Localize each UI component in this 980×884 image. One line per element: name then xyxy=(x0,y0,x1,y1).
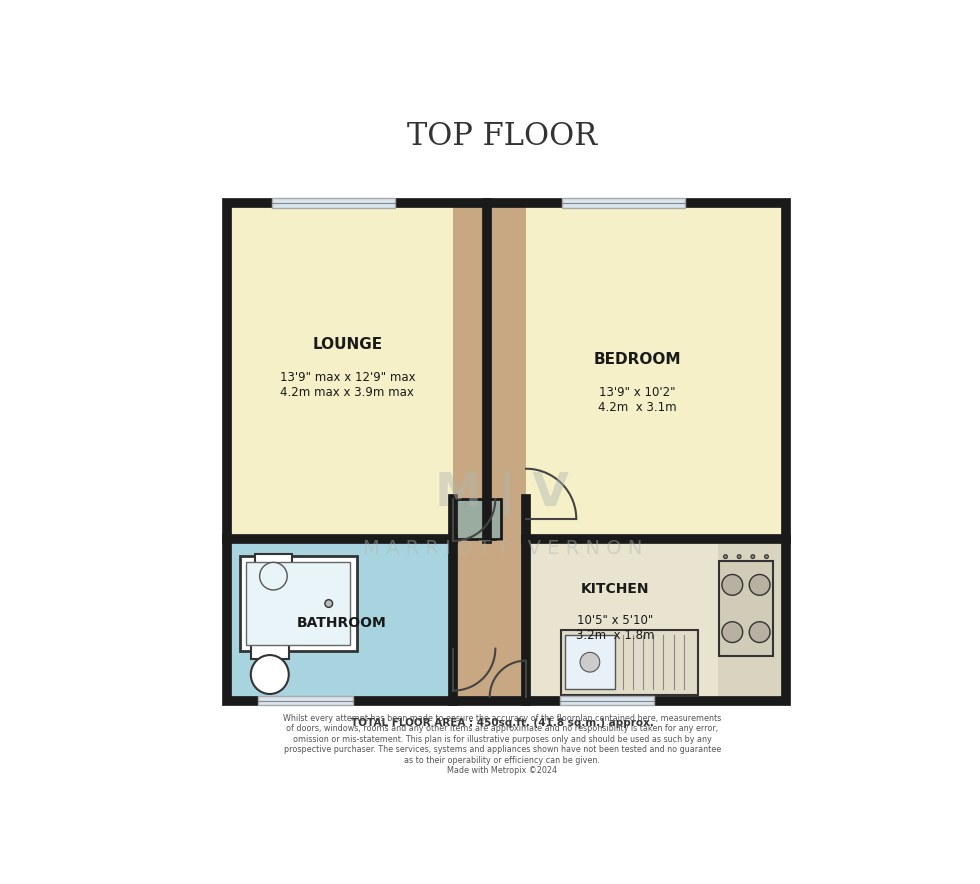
Bar xyxy=(454,203,526,700)
Text: 13'9" max x 12'9" max
4.2m max x 3.9m max: 13'9" max x 12'9" max 4.2m max x 3.9m ma… xyxy=(279,370,416,399)
Text: 13'9" x 10'2"
4.2m  x 3.1m: 13'9" x 10'2" 4.2m x 3.1m xyxy=(599,385,677,414)
Circle shape xyxy=(260,562,287,590)
Text: KITCHEN: KITCHEN xyxy=(581,582,650,596)
Bar xyxy=(454,499,501,539)
Text: TOTAL FLOOR AREA : 450sq.ft. (41.8 sq.m.) approx.: TOTAL FLOOR AREA : 450sq.ft. (41.8 sq.m.… xyxy=(351,718,654,728)
Bar xyxy=(526,539,786,700)
Bar xyxy=(246,562,350,644)
Bar xyxy=(227,203,786,700)
Circle shape xyxy=(737,554,741,559)
Circle shape xyxy=(723,554,727,559)
Circle shape xyxy=(750,621,770,643)
Ellipse shape xyxy=(251,655,289,694)
Text: BATHROOM: BATHROOM xyxy=(297,616,387,630)
Bar xyxy=(258,696,353,705)
Circle shape xyxy=(580,652,600,672)
Text: 10'5" x 5'10"
3.2m  x 1.8m: 10'5" x 5'10" 3.2m x 1.8m xyxy=(576,614,655,643)
Text: M A R R I O T T   V E R N O N: M A R R I O T T V E R N O N xyxy=(363,539,642,559)
Bar xyxy=(560,696,655,705)
Bar xyxy=(717,539,786,700)
Bar xyxy=(240,556,357,651)
Bar xyxy=(563,199,685,208)
Bar xyxy=(255,553,292,598)
Text: TOP FLOOR: TOP FLOOR xyxy=(407,120,598,152)
Text: M | V: M | V xyxy=(435,471,569,517)
Text: LOUNGE: LOUNGE xyxy=(313,338,382,353)
Circle shape xyxy=(722,621,743,643)
Text: BEDROOM: BEDROOM xyxy=(594,353,681,367)
Bar xyxy=(526,203,786,539)
Circle shape xyxy=(722,575,743,595)
Circle shape xyxy=(751,554,755,559)
Bar xyxy=(227,539,454,700)
Bar xyxy=(251,637,289,659)
Circle shape xyxy=(764,554,768,559)
Circle shape xyxy=(325,599,332,607)
Text: Whilst every attempt has been made to ensure the accuracy of the floorplan conta: Whilst every attempt has been made to en… xyxy=(283,714,721,775)
Bar xyxy=(227,203,454,539)
Bar xyxy=(272,199,395,208)
Circle shape xyxy=(750,575,770,595)
Bar xyxy=(718,561,773,656)
Bar xyxy=(562,630,698,695)
Bar xyxy=(565,635,614,690)
